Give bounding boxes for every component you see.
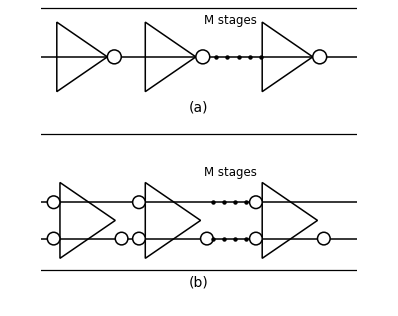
Text: (b): (b) bbox=[189, 276, 209, 290]
Text: (a): (a) bbox=[189, 100, 209, 114]
Text: M stages: M stages bbox=[204, 14, 257, 27]
Circle shape bbox=[133, 232, 145, 245]
Circle shape bbox=[133, 196, 145, 209]
Circle shape bbox=[115, 232, 128, 245]
Circle shape bbox=[201, 232, 213, 245]
Circle shape bbox=[47, 196, 60, 209]
Circle shape bbox=[250, 196, 262, 209]
Circle shape bbox=[107, 50, 121, 64]
Text: M stages: M stages bbox=[204, 166, 257, 179]
Circle shape bbox=[196, 50, 210, 64]
Circle shape bbox=[47, 232, 60, 245]
Circle shape bbox=[313, 50, 327, 64]
Circle shape bbox=[318, 232, 330, 245]
Circle shape bbox=[250, 232, 262, 245]
